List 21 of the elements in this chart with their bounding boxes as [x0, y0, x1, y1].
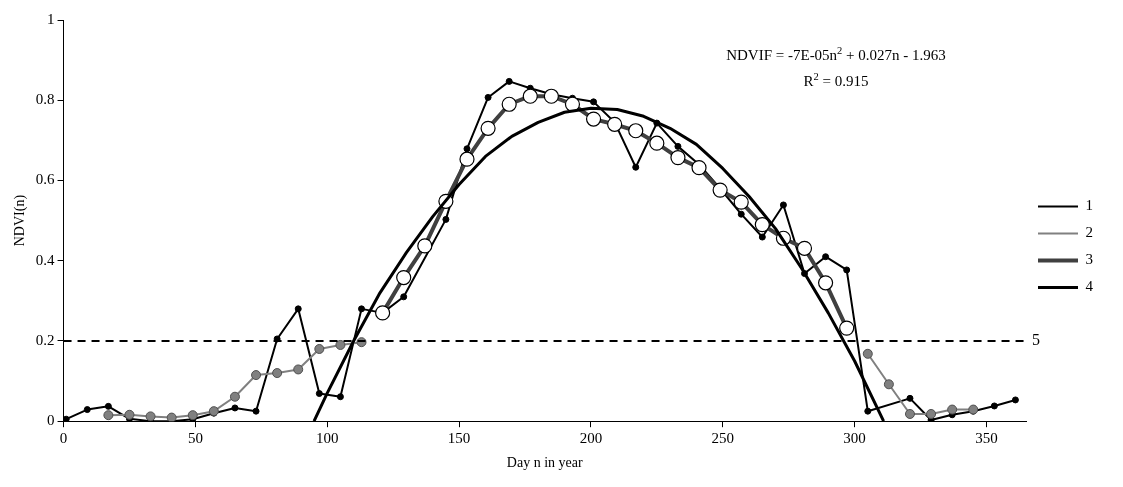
- y-tick-label: 0: [47, 412, 55, 429]
- y-tick-label: 0.4: [35, 251, 56, 268]
- y-tick-label: 0.6: [35, 171, 56, 188]
- x-tick-label: 150: [447, 430, 471, 447]
- y-axis-title: NDVI(n): [12, 194, 29, 247]
- x-axis-title: Day n in year: [506, 455, 584, 471]
- y-tick-label: 0.8: [35, 91, 55, 108]
- legend-label: 4: [1085, 278, 1094, 295]
- x-tick-label: 250: [711, 430, 735, 447]
- y-tick-label: 1: [47, 10, 55, 27]
- x-tick-label: 350: [975, 430, 998, 447]
- x-tick-label: 100: [315, 430, 339, 447]
- annotation: 5: [1032, 331, 1040, 349]
- legend-label: 2: [1085, 224, 1093, 241]
- y-tick-label: 0.2: [35, 331, 55, 348]
- x-tick-label: 50: [187, 430, 203, 447]
- x-tick-label: 0: [59, 430, 68, 447]
- legend-label: 1: [1085, 197, 1093, 214]
- x-tick-label: 300: [843, 430, 866, 447]
- x-tick-label: 200: [579, 430, 603, 447]
- legend-label: 3: [1085, 251, 1093, 268]
